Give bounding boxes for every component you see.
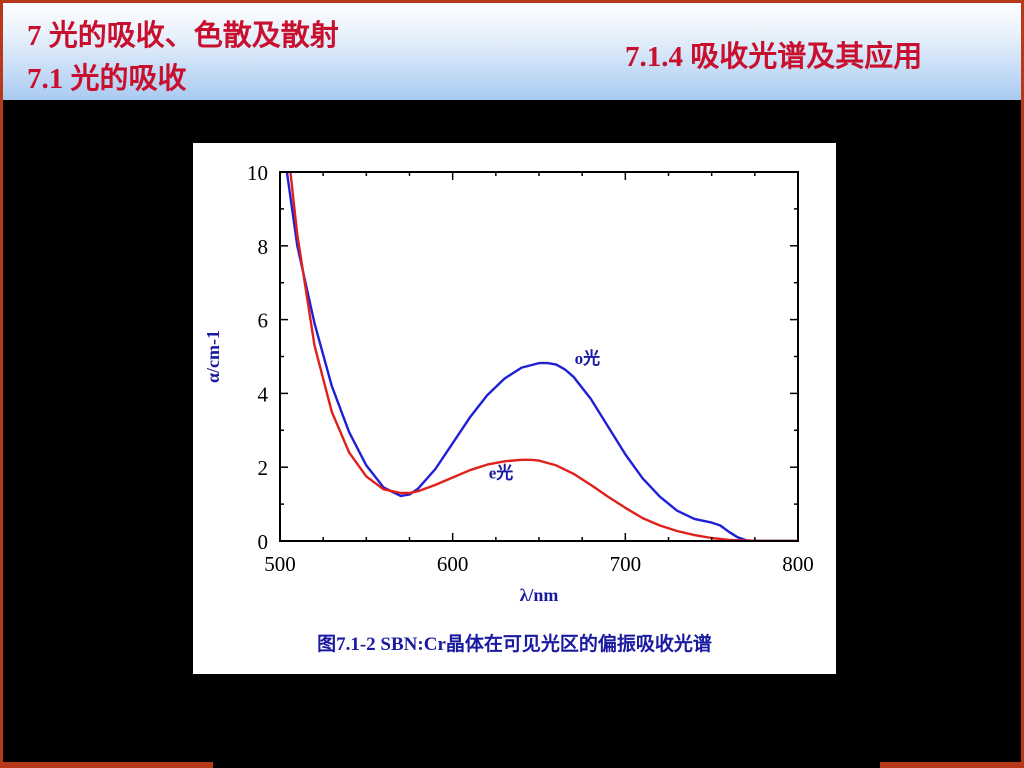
x-tick-label: 700 [610, 552, 642, 576]
y-tick-label: 8 [258, 235, 269, 259]
x-tick-label: 600 [437, 552, 469, 576]
slide-header: 7 光的吸收、色散及散射 7.1 光的吸收 7.1.4 吸收光谱及其应用 [3, 3, 1021, 100]
y-tick-label: 4 [258, 382, 269, 406]
series-line [289, 172, 798, 541]
y-tick-label: 0 [258, 530, 269, 554]
y-tick-label: 6 [258, 309, 269, 333]
x-tick-label: 500 [264, 552, 296, 576]
y-tick-label: 10 [247, 161, 268, 185]
section-title: 7.1 光的吸收 [27, 63, 187, 95]
figure-panel: 500 600 700 800 0 2 4 6 8 10 λ/nm α/cm-1 o光 e光 图7.1-2… [193, 143, 836, 674]
y-tick-label: 2 [258, 456, 269, 480]
plot-frame [279, 171, 799, 542]
bottom-bar-right [880, 762, 1024, 768]
x-tick-label: 800 [782, 552, 814, 576]
series-annotation: o光 [575, 348, 601, 368]
subsection-title: 7.1.4 吸收光谱及其应用 [625, 41, 923, 73]
absorption-spectrum-chart: 500 600 700 800 0 2 4 6 8 10 λ/nm α/cm-1 o光 e光 [203, 161, 814, 605]
series-annotation: e光 [489, 462, 514, 482]
x-axis-label: λ/nm [520, 585, 559, 605]
chapter-title: 7 光的吸收、色散及散射 [27, 20, 339, 52]
bottom-bar-left [0, 762, 213, 768]
series-line [285, 172, 798, 541]
figure-caption: 图7.1-2 SBN:Cr晶体在可见光区的偏振吸收光谱 [317, 634, 712, 655]
y-axis-label: α/cm-1 [203, 330, 223, 383]
